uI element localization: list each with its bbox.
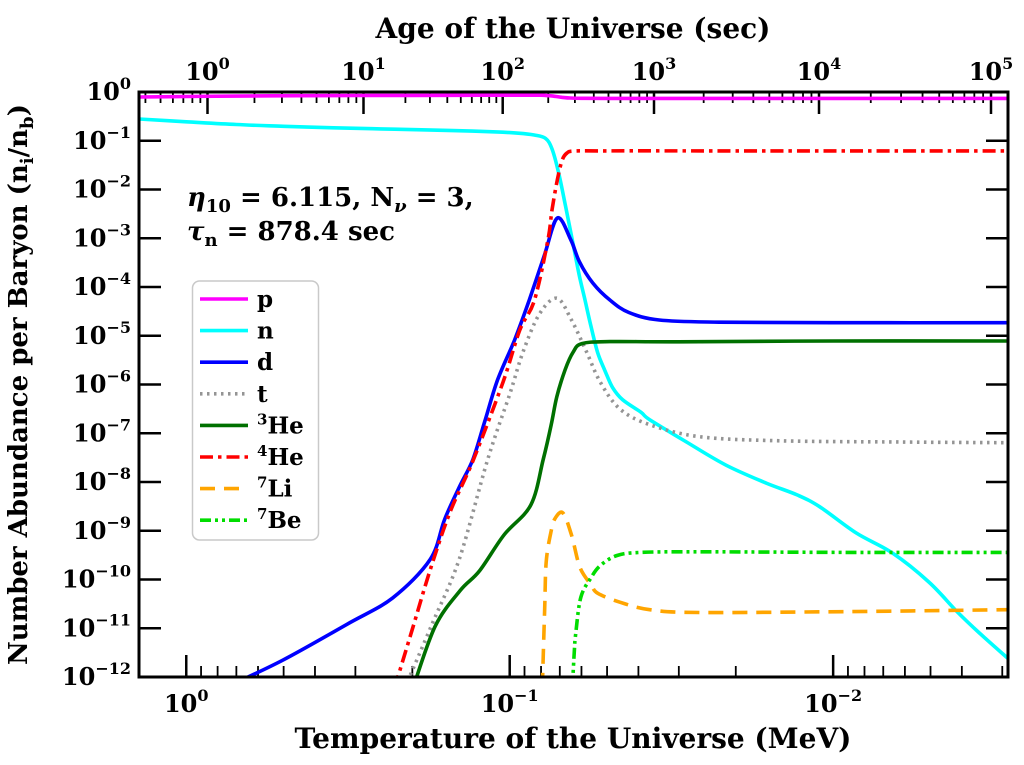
curve-p bbox=[139, 93, 1008, 101]
legend-item-d: d bbox=[200, 349, 273, 376]
legend-label-p: p bbox=[257, 286, 273, 313]
curve-t bbox=[407, 296, 1008, 677]
top-tick-label: 103 bbox=[632, 54, 677, 86]
legend-label-be7: 7Be bbox=[257, 505, 302, 534]
x-tick-label: 100 bbox=[164, 686, 209, 718]
annotation-line-2: τn = 878.4 sec bbox=[187, 217, 395, 251]
y-tick-label: 100 bbox=[86, 74, 131, 106]
top-tick-label: 101 bbox=[341, 54, 386, 86]
top-tick-label: 100 bbox=[185, 54, 230, 86]
y-axis-title: Number Abundance per Baryon (ni/nb) bbox=[4, 104, 38, 665]
curve-he3 bbox=[414, 339, 1008, 677]
curve-be7 bbox=[571, 549, 1008, 677]
y-tick-label: 10−11 bbox=[62, 610, 131, 642]
annotation-line-1: η10 = 6.115, Nν = 3, bbox=[187, 183, 474, 217]
y-tick-label: 10−1 bbox=[73, 123, 131, 155]
legend-label-he3: 3He bbox=[257, 410, 304, 439]
curve-n bbox=[139, 117, 1008, 660]
legend-item-li7: 7Li bbox=[200, 474, 293, 503]
y-tick-label: 10−10 bbox=[62, 562, 131, 594]
legend-item-he3: 3He bbox=[200, 410, 304, 439]
y-tick-label: 10−6 bbox=[73, 367, 131, 399]
y-tick-label: 10−5 bbox=[73, 318, 131, 350]
y-tick-label: 10−12 bbox=[62, 659, 131, 691]
y-axis-label-text: Number Abundance per Baryon (ni/nb) bbox=[4, 104, 38, 665]
curve-d bbox=[243, 216, 1008, 677]
legend-label-t: t bbox=[257, 381, 268, 408]
tick-labels: 100 10−1 10−2 100 101 102 103 104 105 100 10−1 10−2… bbox=[62, 54, 1013, 718]
y-tick-label: 10−7 bbox=[73, 415, 131, 447]
bottom-axis-title: Temperature of the Universe (MeV) bbox=[295, 722, 852, 755]
y-tick-label: 10−3 bbox=[73, 220, 131, 252]
top-axis-title: Age of the Universe (sec) bbox=[375, 12, 771, 45]
legend-box bbox=[191, 280, 320, 541]
top-tick-label: 104 bbox=[797, 54, 842, 86]
curve-li7 bbox=[540, 510, 1008, 677]
y-tick-label: 10−4 bbox=[73, 269, 131, 301]
parameter-annotation: η10 = 6.115, Nν = 3,τn = 878.4 sec bbox=[187, 183, 474, 251]
y-tick-label: 10−8 bbox=[73, 464, 131, 496]
x-tick-label: 10−2 bbox=[804, 686, 862, 718]
y-tick-label: 10−9 bbox=[73, 513, 131, 545]
legend-item-he4: 4He bbox=[200, 442, 304, 471]
top-tick-label: 105 bbox=[969, 54, 1014, 86]
abundance-curves bbox=[139, 93, 1008, 677]
x-tick-label: 10−1 bbox=[481, 686, 539, 718]
plot-frame bbox=[137, 90, 1010, 679]
legend-item-be7: 7Be bbox=[200, 505, 302, 534]
legend-item-p: p bbox=[200, 286, 273, 313]
legend-label-li7: 7Li bbox=[257, 474, 293, 503]
legend-label-n: n bbox=[257, 318, 274, 345]
legend-label-he4: 4He bbox=[257, 442, 304, 471]
legend-item-t: t bbox=[200, 381, 268, 408]
legend-label-d: d bbox=[257, 349, 273, 376]
top-tick-label: 102 bbox=[480, 54, 525, 86]
legend-item-n: n bbox=[200, 318, 274, 345]
y-tick-label: 10−2 bbox=[73, 172, 131, 204]
